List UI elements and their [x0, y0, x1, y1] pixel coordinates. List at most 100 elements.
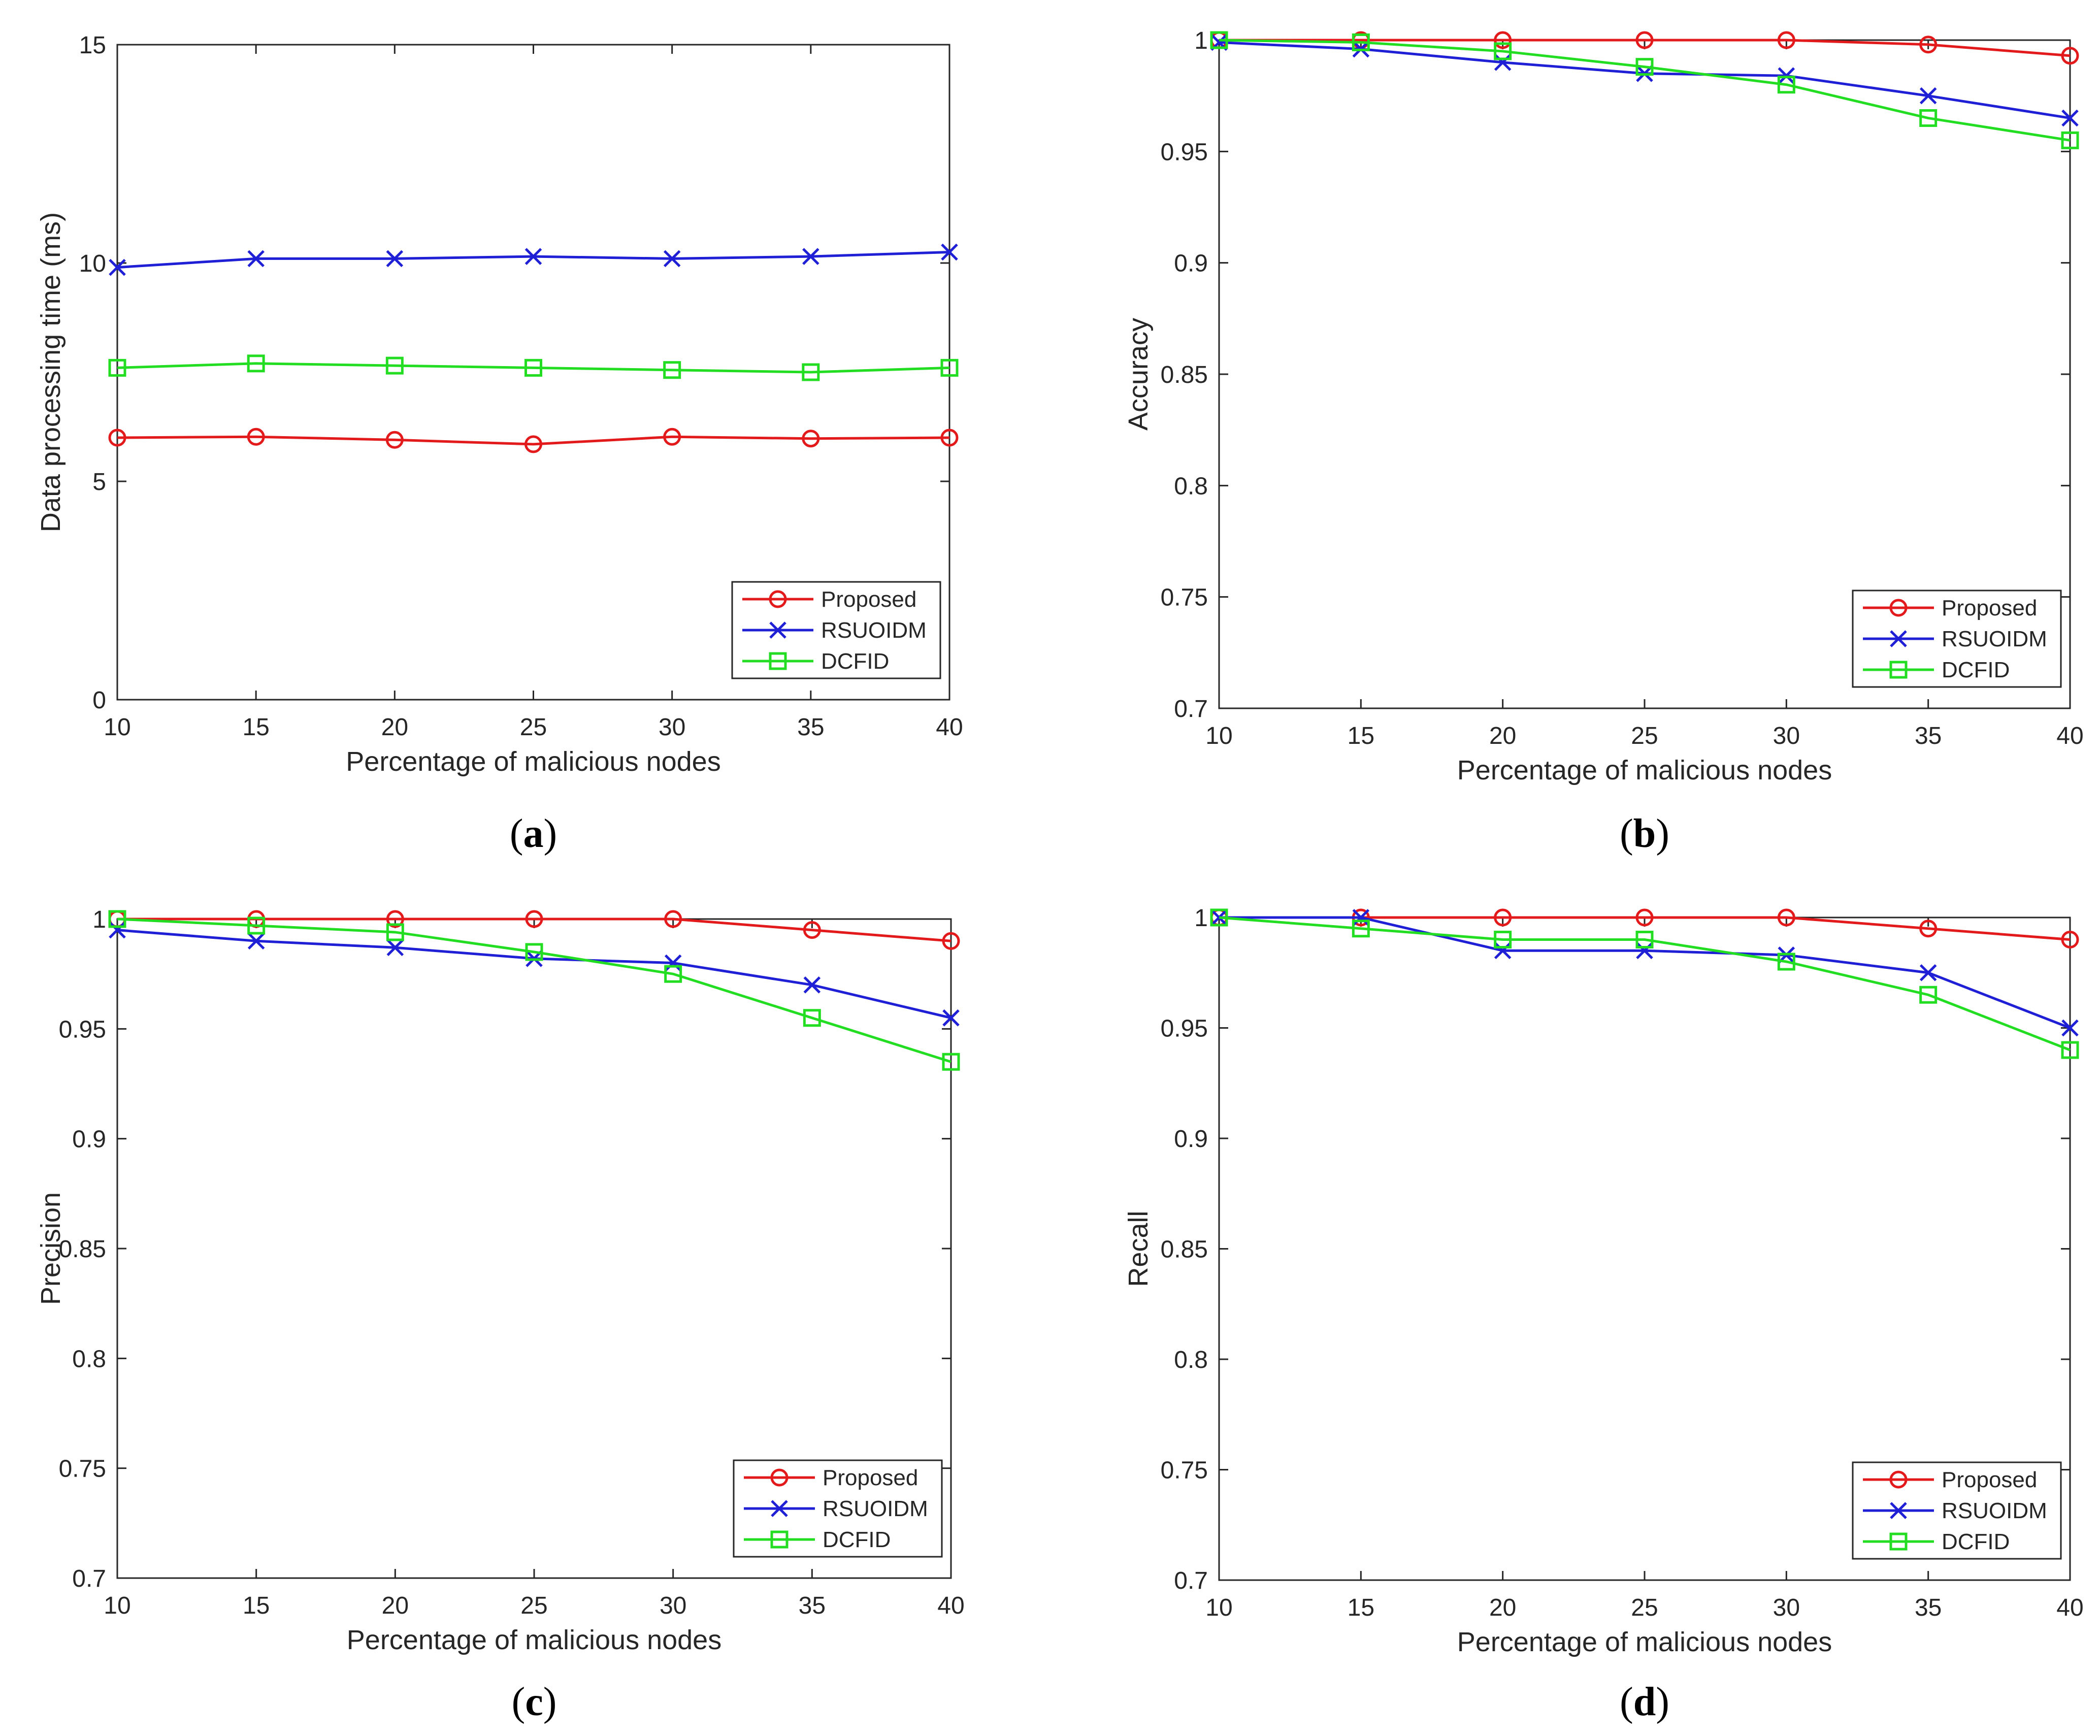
data-point — [524, 435, 542, 453]
legend-marker — [1889, 661, 1908, 679]
y-axis-label: Recall — [1123, 1210, 1154, 1287]
x-marker-stroke — [1778, 67, 1795, 84]
x-tick-label: 20 — [382, 1592, 409, 1619]
x-marker-stroke — [109, 921, 126, 939]
series-line — [1219, 916, 2071, 1052]
data-point — [1635, 31, 1654, 49]
data-point — [1635, 58, 1654, 76]
x-marker-stroke — [2061, 1019, 2079, 1037]
data-point — [2061, 1019, 2079, 1037]
x-tick-label: 25 — [1631, 1594, 1658, 1621]
data-point — [1494, 31, 1512, 49]
x-marker-stroke — [1636, 942, 1653, 960]
legend-label: Proposed — [1942, 1467, 2037, 1492]
data-point — [109, 921, 126, 939]
legend: Proposed RSUOIDM DCFID — [1852, 589, 2062, 688]
series-line — [1219, 39, 2071, 57]
x-tick-label: 20 — [1489, 1594, 1516, 1621]
legend-label: DCFID — [1942, 1529, 2010, 1554]
x-marker-stroke — [1890, 630, 1907, 647]
x-tick-label: 30 — [1773, 723, 1800, 749]
series-dcfid — [108, 354, 959, 381]
y-tick-label: 0.85 — [1161, 362, 1208, 388]
legend-label: DCFID — [1942, 658, 2010, 682]
data-point — [663, 361, 681, 379]
series-proposed — [108, 428, 959, 453]
legend-marker — [769, 652, 787, 670]
data-point — [386, 910, 404, 928]
data-point — [108, 358, 126, 377]
x-marker-stroke — [942, 1009, 960, 1027]
data-point — [247, 428, 265, 446]
y-tick-label: 0.8 — [72, 1346, 106, 1372]
series-rsuoidm — [109, 243, 958, 276]
data-point — [524, 358, 542, 377]
data-point — [1352, 909, 1370, 926]
panel-caption: (d) — [1620, 1680, 1669, 1724]
data-point — [1494, 908, 1512, 927]
x-tick-label: 15 — [243, 1592, 270, 1619]
data-point — [525, 910, 543, 928]
x-axis-label: Percentage of malicious nodes — [1457, 1627, 1832, 1657]
x-tick-label: 10 — [104, 1592, 130, 1619]
series-line — [117, 362, 950, 374]
y-tick-label: 0.9 — [1174, 250, 1208, 277]
x-tick-label: 35 — [797, 714, 824, 741]
y-tick-label: 0.95 — [1161, 1016, 1208, 1042]
panel-b: 10 15 20 25 30 35 40 0.7 0.75 0.8 0.85 0.9 0.95 1 Perc… — [1123, 27, 2084, 856]
data-point — [1919, 920, 1938, 938]
data-point — [386, 250, 404, 268]
data-point — [1635, 908, 1654, 927]
legend-marker — [1890, 630, 1907, 647]
data-point — [940, 358, 959, 377]
y-tick-label: 0.9 — [72, 1126, 106, 1153]
data-point — [1636, 942, 1653, 960]
x-tick-label: 15 — [1348, 1594, 1374, 1621]
data-point — [803, 976, 821, 994]
y-tick-label: 1 — [1194, 905, 1208, 932]
data-point — [1919, 36, 1938, 54]
data-point — [1494, 942, 1512, 960]
x-marker-stroke — [109, 258, 126, 276]
data-point — [1778, 67, 1795, 84]
y-tick-label: 0.7 — [72, 1565, 106, 1592]
data-point — [2061, 131, 2079, 149]
legend-label: Proposed — [1942, 596, 2037, 620]
x-tick-label: 25 — [1631, 723, 1658, 749]
x-marker-stroke — [769, 621, 786, 639]
y-tick-label: 1 — [1194, 27, 1208, 54]
data-point — [247, 354, 265, 373]
x-tick-label: 40 — [2056, 1594, 2083, 1621]
x-tick-label: 40 — [2056, 723, 2083, 749]
x-tick-label: 10 — [104, 714, 130, 741]
x-tick-label: 35 — [799, 1592, 826, 1619]
legend-label: DCFID — [821, 649, 889, 674]
x-tick-label: 10 — [1205, 723, 1232, 749]
x-tick-label: 20 — [381, 714, 408, 741]
y-tick-label: 0.7 — [1174, 1567, 1208, 1594]
x-marker-stroke — [1919, 964, 1937, 981]
x-marker-stroke — [1890, 1502, 1907, 1519]
x-marker-stroke — [771, 1500, 788, 1517]
data-point — [942, 932, 960, 950]
x-marker-stroke — [803, 976, 821, 994]
x-marker-stroke — [386, 939, 404, 957]
legend-label: RSUOIDM — [1942, 627, 2047, 651]
legend-marker — [1889, 1532, 1908, 1551]
x-axis-label: Percentage of malicious nodes — [347, 1625, 721, 1655]
legend-marker — [1889, 599, 1908, 617]
legend-label: RSUOIDM — [821, 618, 927, 643]
x-axis-label: Percentage of malicious nodes — [346, 746, 720, 777]
x-tick-label: 10 — [1205, 1594, 1232, 1621]
legend: Proposed RSUOIDM DCFID — [1852, 1461, 2062, 1560]
legend-label: RSUOIDM — [1942, 1498, 2047, 1523]
x-tick-label: 40 — [937, 1592, 964, 1619]
data-point — [1635, 931, 1654, 948]
data-point — [663, 250, 681, 268]
x-tick-label: 30 — [1773, 1594, 1800, 1621]
data-point — [942, 1053, 960, 1071]
y-tick-label: 1 — [92, 906, 106, 933]
legend-label: RSUOIDM — [823, 1496, 928, 1521]
x-marker-stroke — [247, 250, 265, 268]
legend-marker — [770, 1468, 789, 1487]
